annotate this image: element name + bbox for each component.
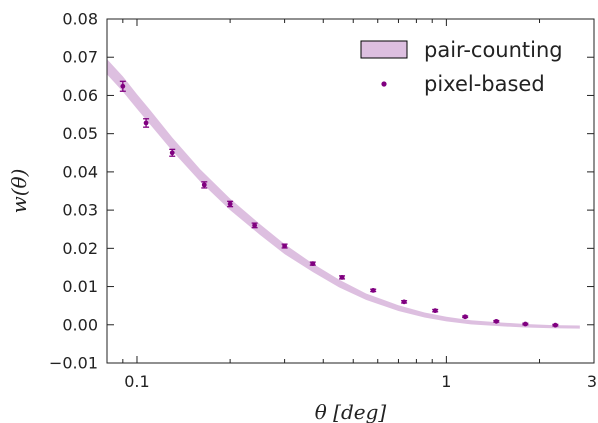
marker (522, 321, 528, 327)
x-tick-label: 3 (587, 372, 597, 391)
y-axis-label: w(θ) (7, 169, 31, 214)
marker (227, 201, 233, 207)
data-point (201, 181, 208, 189)
y-tick-label: 0.02 (62, 239, 98, 258)
y-tick-label: −0.01 (49, 354, 98, 373)
y-tick-label: 0.06 (62, 86, 98, 105)
legend-swatch-pair-counting (360, 40, 408, 59)
legend-label-pair-counting: pair-counting (424, 38, 563, 62)
marker (310, 261, 316, 267)
pair-counting-band (107, 59, 580, 329)
y-tick-label: 0.01 (62, 277, 98, 296)
data-point (281, 243, 288, 249)
y-tick-label: 0.08 (62, 10, 98, 29)
y-tick-label: 0.00 (62, 315, 98, 334)
marker (143, 120, 149, 126)
pixel-based-points-layer (119, 80, 559, 328)
y-tick-label: 0.04 (62, 162, 98, 181)
y-tick-label: 0.03 (62, 201, 98, 220)
marker (493, 318, 499, 324)
legend: pair-counting pixel-based (360, 38, 563, 96)
y-tick-label: 0.05 (62, 124, 98, 143)
data-point (522, 321, 529, 327)
marker (552, 322, 558, 328)
data-point (339, 274, 346, 280)
x-tick-label: 0.1 (124, 372, 149, 391)
data-point (169, 148, 176, 157)
data-point (432, 308, 439, 314)
marker (120, 83, 126, 89)
data-point (401, 299, 408, 305)
legend-label-pixel-based: pixel-based (424, 72, 545, 96)
marker (169, 150, 175, 156)
x-axis-label: θ [deg] (315, 400, 387, 423)
marker (370, 287, 376, 293)
marker (282, 243, 288, 249)
marker (201, 182, 207, 188)
data-point (309, 261, 316, 267)
data-point (552, 322, 559, 328)
marker (252, 223, 258, 228)
data-point (119, 80, 126, 92)
pair-counting-band-layer (107, 59, 580, 329)
marker (339, 274, 345, 280)
data-point (493, 318, 500, 324)
data-point (143, 118, 150, 128)
axes-frame (106, 18, 595, 364)
legend-swatch-pixel-based (381, 81, 387, 87)
x-tick-label: 1 (441, 372, 451, 391)
data-point (462, 314, 469, 320)
data-point (251, 222, 258, 229)
y-tick-label: 0.07 (62, 48, 98, 67)
marker (401, 299, 407, 305)
ticks-layer: −0.01 0.00 0.01 0.02 0.03 0.04 0.05 0.06 0.07 0.0… (49, 10, 597, 392)
data-point (370, 287, 377, 293)
data-point (227, 200, 234, 208)
marker (432, 308, 438, 314)
marker (462, 314, 468, 320)
